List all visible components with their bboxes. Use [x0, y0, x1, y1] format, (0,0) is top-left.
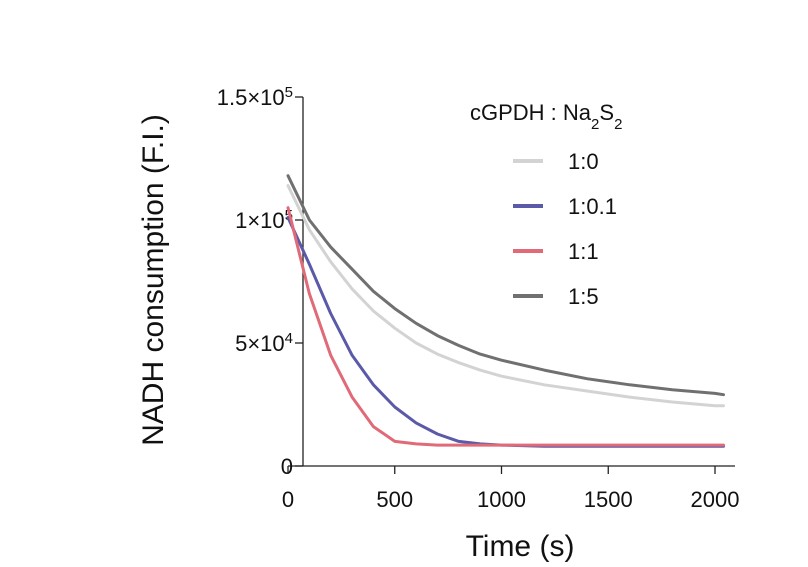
legend-title: cGPDH : Na2S2 — [470, 100, 622, 133]
legend-label: 1:0 — [568, 149, 599, 174]
x-axis-ticks: 0 500 1000 1500 2000 — [282, 466, 740, 512]
series-line-1 — [286, 184, 725, 408]
x-tick-label: 2000 — [691, 487, 740, 512]
legend-label: 1:1 — [568, 239, 599, 264]
legend-items: 1:0 1:0.1 1:1 1:5 — [513, 149, 617, 309]
legend-label: 1:5 — [568, 284, 599, 309]
y-tick-label: 1×105 — [235, 207, 293, 234]
legend: cGPDH : Na2S2 1:0 1:0.1 1:1 1:5 — [470, 100, 622, 309]
series-line-2 — [286, 216, 725, 448]
legend-label: 1:0.1 — [568, 194, 617, 219]
x-tick-label: 500 — [376, 487, 413, 512]
x-tick-label: 1000 — [477, 487, 526, 512]
y-tick-label: 1.5×105 — [217, 84, 293, 111]
series-lines — [286, 174, 725, 448]
y-axis-title: NADH consumption (F.I.) — [137, 114, 170, 446]
x-tick-label: 1500 — [584, 487, 633, 512]
series-line-4 — [286, 174, 725, 397]
axes: 0 5×104 1×105 1.5×105 0 500 1000 1500 2000 — [217, 84, 740, 513]
series-line-3 — [286, 206, 725, 447]
y-axis-ticks: 0 5×104 1×105 1.5×105 — [217, 84, 303, 479]
x-tick-label: 0 — [282, 487, 294, 512]
y-tick-label: 5×104 — [235, 330, 293, 357]
x-axis-title: Time (s) — [466, 530, 575, 563]
y-tick-label: 0 — [281, 454, 293, 479]
